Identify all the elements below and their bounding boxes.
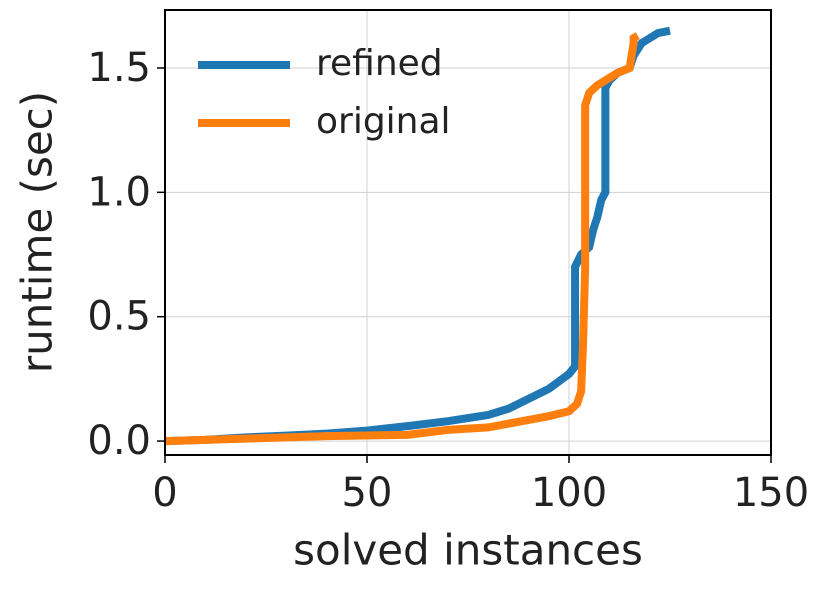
x-tick-label: 50 (342, 470, 393, 516)
series-line (164, 32, 640, 446)
x-tick-label: 150 (733, 470, 809, 516)
y-tick-label: 1.5 (87, 45, 151, 91)
y-axis-label: runtime (sec) (13, 91, 62, 373)
y-tick-label: 1.0 (87, 169, 151, 215)
plot-frame (164, 9, 772, 456)
x-tick-label: 100 (531, 470, 607, 516)
legend-label: refined (316, 43, 443, 84)
x-axis-label: solved instances (293, 526, 643, 575)
y-tick-label: 0.0 (87, 418, 151, 464)
x-tick-label: 0 (152, 470, 177, 516)
legend-label: original (316, 101, 451, 142)
y-tick-label: 0.5 (87, 294, 151, 340)
